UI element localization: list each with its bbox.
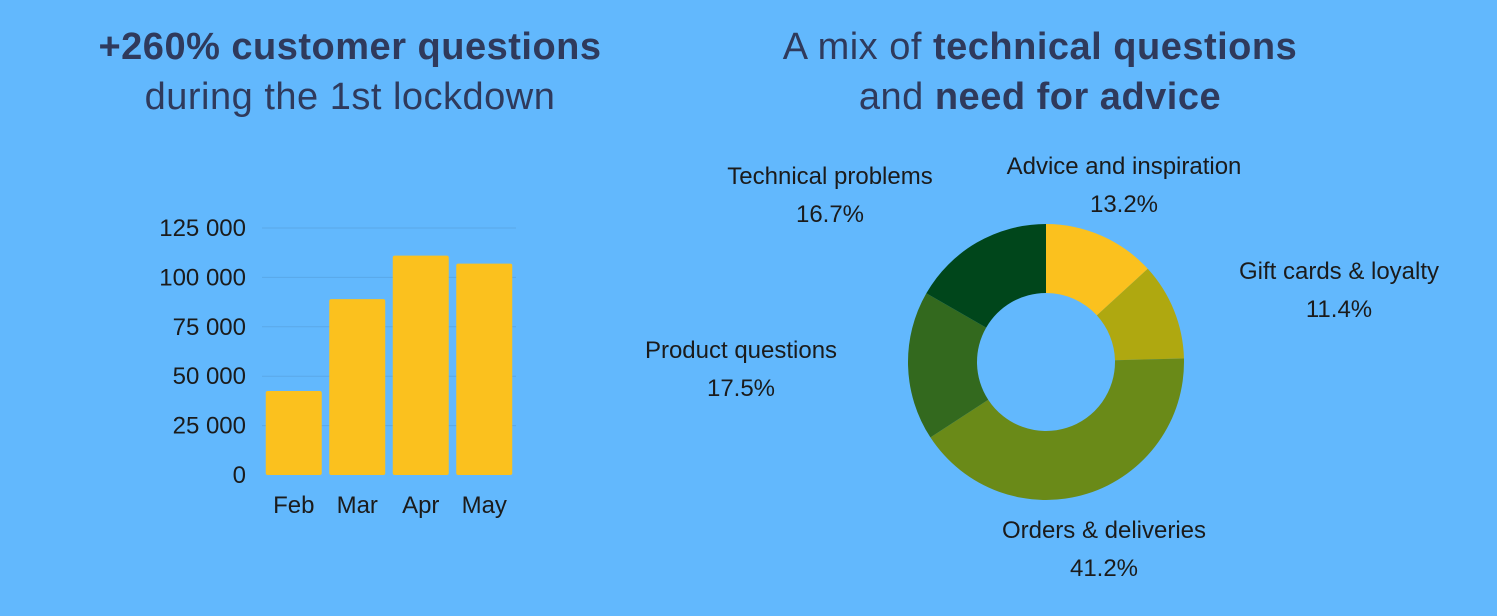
y-tick-label: 50 000	[173, 363, 246, 390]
slice-percent: 17.5%	[707, 375, 775, 402]
slice-label: Orders & deliveries	[1002, 517, 1206, 544]
slice-gift-cards-loyalty	[1096, 268, 1184, 361]
left-title-bold: +260% customer questions	[98, 26, 602, 68]
slice-percent: 16.7%	[796, 201, 864, 228]
x-tick-label: Feb	[273, 492, 314, 519]
y-tick-label: 75 000	[173, 314, 246, 341]
bar-may	[456, 263, 513, 475]
y-tick-label: 0	[233, 462, 246, 489]
right-title-prefix: A mix of	[782, 26, 933, 68]
slice-label: Technical problems	[727, 163, 932, 190]
slice-percent: 11.4%	[1306, 296, 1372, 323]
right-title-bold1: technical questions	[932, 26, 1298, 68]
right-title-bold2: need for advice	[934, 76, 1222, 118]
bar-mar	[329, 299, 386, 475]
bar-feb	[265, 391, 322, 475]
slice-label: Gift cards & loyalty	[1239, 258, 1439, 285]
left-title-normal: during the 1st lockdown	[144, 76, 556, 118]
right-title-line2-prefix: and	[858, 76, 935, 118]
y-tick-label: 25 000	[173, 413, 246, 440]
slice-percent: 41.2%	[1070, 555, 1138, 582]
bar-apr	[392, 255, 449, 475]
left-chart-title: +260% customer questions during the 1st …	[40, 22, 660, 122]
x-tick-label: May	[462, 492, 507, 519]
x-tick-label: Apr	[402, 492, 439, 519]
x-tick-label: Mar	[337, 492, 378, 519]
slice-percent: 13.2%	[1090, 191, 1158, 218]
slice-advice-and-inspiration	[1046, 224, 1148, 316]
y-tick-label: 125 000	[159, 215, 246, 242]
slice-label: Product questions	[645, 337, 837, 364]
donut-chart: Advice and inspiration 13.2% Gift cards & …	[645, 153, 1439, 582]
slice-product-questions	[908, 293, 989, 438]
slice-technical-problems	[926, 224, 1046, 328]
y-tick-label: 100 000	[159, 264, 246, 291]
bar-chart: 0 25 000 50 000 75 000 100 000 125 000 Feb Mar A…	[159, 215, 516, 519]
right-chart-title: A mix of technical questions and need fo…	[740, 22, 1340, 122]
slice-orders-deliveries	[930, 358, 1184, 500]
slice-label: Advice and inspiration	[1007, 153, 1242, 180]
